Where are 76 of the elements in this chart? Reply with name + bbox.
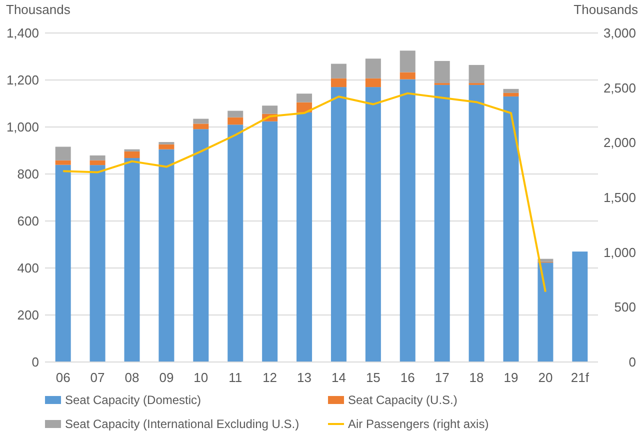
bar: [55, 146, 71, 160]
y-tick-label: 1,400: [6, 26, 39, 41]
legend-label: Seat Capacity (International Excluding U.S.): [65, 417, 300, 432]
y-tick-label: 1,200: [6, 72, 39, 88]
x-tick-label: 16: [400, 370, 415, 385]
bar: [572, 252, 588, 362]
x-tick-label: 11: [228, 370, 242, 385]
x-tick-label: 20: [538, 370, 553, 385]
y2-tick-label: 2,500: [603, 80, 636, 96]
bar: [124, 151, 140, 158]
bar: [330, 87, 346, 362]
x-tick-label: 17: [434, 370, 450, 385]
bar: [503, 92, 519, 96]
bar: [400, 79, 416, 362]
x-tick-label: 12: [262, 370, 278, 385]
bar: [193, 124, 209, 130]
bar: [90, 155, 106, 160]
y2-tick-label: 500: [614, 300, 636, 315]
bar: [124, 158, 140, 362]
y-tick-label: 0: [32, 354, 39, 370]
y2-axis-title: Thousands: [574, 2, 638, 17]
y2-tick-label: 1,500: [603, 190, 636, 206]
bar: [55, 164, 71, 362]
bar: [296, 112, 312, 362]
bar: [434, 84, 450, 362]
bar: [262, 121, 278, 362]
legend-label: Seat Capacity (Domestic): [65, 393, 202, 408]
y2-tick-label: 2,000: [603, 135, 636, 150]
bar: [400, 50, 416, 72]
x-tick-label: 21f: [570, 370, 590, 385]
x-tick-label: 10: [194, 370, 208, 385]
bar: [400, 72, 416, 80]
x-tick-label: 13: [297, 370, 312, 385]
bar: [365, 78, 381, 88]
bar: [538, 262, 554, 362]
y-tick-label: 800: [17, 166, 39, 182]
bar: [228, 110, 244, 118]
bar: [262, 106, 278, 114]
y-axis-title: Thousands: [6, 2, 71, 17]
bar: [228, 124, 244, 362]
bar: [330, 64, 346, 78]
bar: [503, 96, 519, 362]
legend-label: Seat Capacity (U.S.): [348, 393, 458, 408]
bar: [468, 64, 484, 84]
x-tick-label: 09: [159, 370, 174, 385]
x-tick-label: 18: [469, 370, 484, 385]
bar: [90, 160, 106, 166]
bar: [228, 117, 244, 125]
bar: [468, 84, 484, 362]
x-tick-label: 15: [366, 370, 380, 385]
x-tick-label: 07: [90, 370, 105, 385]
y-tick-label: 200: [17, 308, 39, 323]
bar: [193, 129, 209, 362]
bar: [55, 160, 71, 165]
x-tick-label: 14: [331, 370, 346, 385]
bar: [158, 144, 174, 150]
y2-tick-label: 0: [628, 354, 636, 370]
legend-label: Air Passengers (right axis): [348, 417, 489, 432]
bar: [296, 94, 312, 102]
y-tick-label: 400: [17, 260, 39, 276]
bar: [193, 118, 209, 124]
bar: [434, 60, 450, 84]
y-tick-label: 600: [17, 214, 39, 229]
y2-tick-label: 1,000: [603, 244, 636, 260]
bar: [158, 149, 174, 362]
bar: [330, 78, 346, 88]
bar: [503, 88, 519, 93]
x-tick-label: 19: [504, 370, 518, 385]
line-series: [62, 92, 546, 293]
y-tick-label: 1,000: [6, 120, 39, 135]
bar: [365, 87, 381, 362]
bar: [365, 58, 381, 78]
y2-tick-label: 3,000: [603, 26, 636, 41]
bar: [90, 165, 106, 362]
x-tick-label: 06: [56, 370, 70, 385]
x-tick-label: 08: [124, 370, 140, 385]
